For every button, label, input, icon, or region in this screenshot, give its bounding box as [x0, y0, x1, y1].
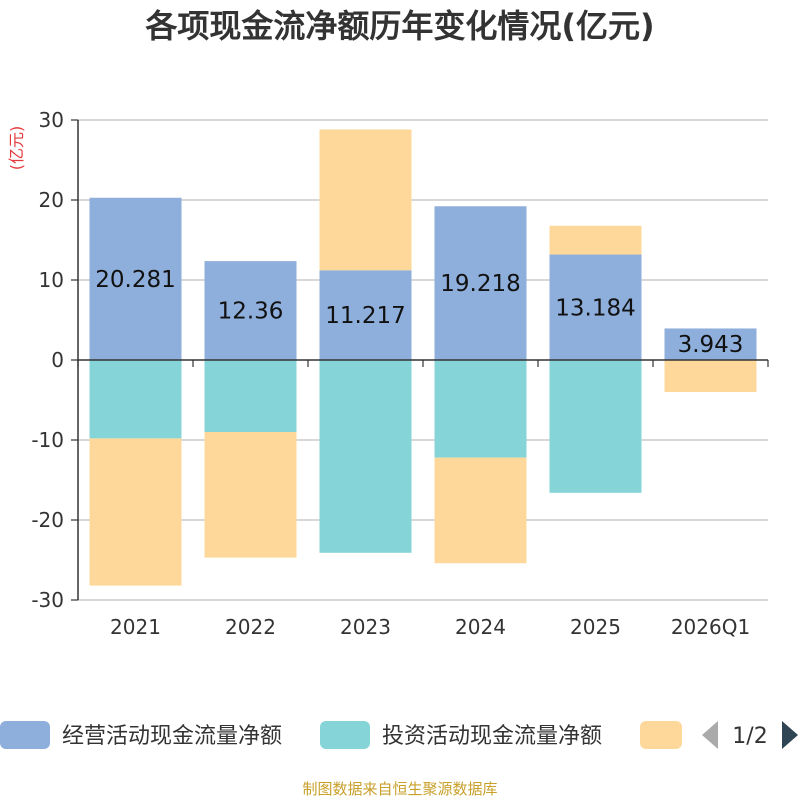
bar-series3-2022[interactable]: [204, 432, 297, 558]
bar-series3-2026Q1[interactable]: [664, 360, 757, 392]
legend-prev-arrow-icon[interactable]: [702, 721, 718, 749]
legend-label: 投资活动现金流量净额: [382, 724, 602, 749]
bar-series1-2022[interactable]: [204, 261, 297, 360]
bar-series1-2026Q1[interactable]: [664, 328, 757, 360]
legend-page-indicator: 1/2: [732, 724, 767, 749]
y-tick-label: 20: [39, 188, 64, 212]
legend-swatch: [0, 721, 50, 749]
data-label: 19.218: [440, 271, 520, 297]
y-tick-label: -10: [31, 428, 64, 452]
chart-title: 各项现金流净额历年变化情况(亿元): [145, 7, 654, 45]
bar-series3-2021[interactable]: [89, 438, 182, 586]
x-tick-label: 2021: [110, 615, 161, 639]
legend[interactable]: 经营活动现金流量净额 投资活动现金流量净额 1/2: [0, 721, 798, 749]
bar-series1-2021[interactable]: [89, 197, 182, 360]
source-note: 制图数据来自恒生聚源数据库: [302, 780, 497, 798]
bar-series1-2024[interactable]: [434, 206, 527, 360]
y-tick-label: 0: [51, 348, 64, 372]
y-tick-label: -30: [31, 588, 64, 612]
x-tick-label: 2022: [225, 615, 276, 639]
bar-series2-2021[interactable]: [89, 360, 182, 439]
y-axis-unit: (亿元): [7, 126, 26, 171]
grid: [78, 119, 768, 601]
data-label: 3.943: [678, 332, 744, 358]
data-label: 13.184: [555, 295, 635, 321]
bar-series1-2023[interactable]: [319, 270, 412, 360]
bar-series3-2025[interactable]: [549, 225, 642, 255]
data-label: 20.281: [95, 267, 175, 293]
x-tick-label: 2026Q1: [671, 615, 750, 639]
bar-series2-2024[interactable]: [434, 360, 527, 458]
y-tick-label: 30: [39, 108, 64, 132]
legend-label: 经营活动现金流量净额: [62, 724, 282, 749]
bar-series1-2025[interactable]: [549, 254, 642, 360]
x-tick-label: 2025: [570, 615, 621, 639]
data-labels: 20.281 12.36 11.217 19.218 13.184 3.943: [95, 267, 743, 358]
bar-series3-2024[interactable]: [434, 457, 527, 564]
x-tick-label: 2023: [340, 615, 391, 639]
legend-swatch: [640, 721, 682, 749]
bar-series2-2022[interactable]: [204, 360, 297, 432]
bar-series3-2023[interactable]: [319, 129, 412, 271]
legend-item[interactable]: 投资活动现金流量净额: [320, 721, 602, 749]
data-label: 11.217: [325, 303, 405, 329]
bar-series2-2025[interactable]: [549, 360, 642, 493]
legend-item[interactable]: [640, 721, 682, 749]
y-tick-label: -20: [31, 508, 64, 532]
x-tick-label: 2024: [455, 615, 506, 639]
legend-item[interactable]: 经营活动现金流量净额: [0, 721, 282, 749]
axes: 30 20 10 0 -10 -20 -30 2021 2022 2023 2024 2025 2026…: [31, 108, 769, 639]
bar-series2-2023[interactable]: [319, 360, 412, 553]
y-tick-label: 10: [39, 268, 64, 292]
bars: [89, 129, 757, 586]
legend-next-arrow-icon[interactable]: [782, 721, 798, 749]
legend-swatch: [320, 721, 370, 749]
data-label: 12.36: [218, 299, 284, 325]
